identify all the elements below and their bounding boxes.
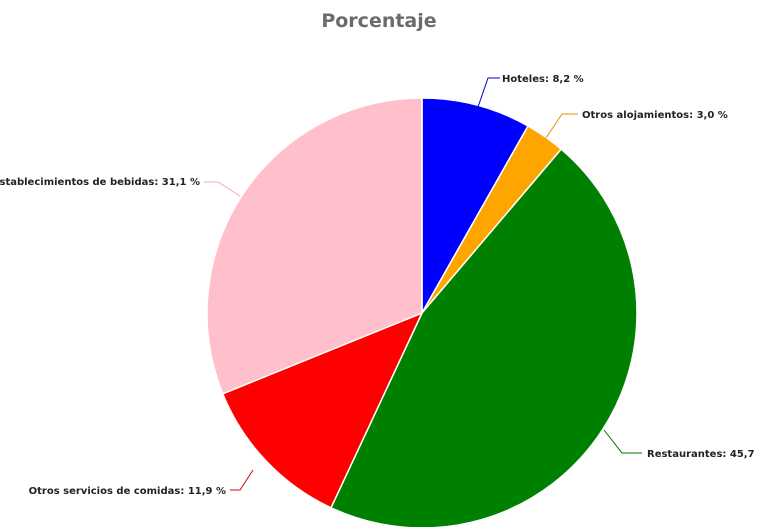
slice-label-2: Otros alojamientos: 3,0 %	[582, 110, 728, 121]
leader-line-3	[603, 429, 642, 454]
leader-lines	[204, 77, 642, 491]
leader-line-2	[545, 113, 578, 139]
pie-slices	[206, 97, 638, 527]
pie-slice-3	[329, 148, 638, 527]
slice-label-4: Otros servicios de comidas: 11,9 %	[29, 486, 226, 497]
pie-slice-5	[206, 97, 423, 395]
chart-title: Porcentaje	[321, 10, 437, 32]
pie-slice-1	[421, 97, 530, 316]
leader-line-1	[477, 77, 500, 108]
pie-slice-4	[221, 311, 424, 509]
slice-labels: Hoteles: 8,2 % Otros alojamientos: 3,0 % R…	[0, 74, 758, 497]
leader-line-4	[230, 469, 254, 491]
leader-line-5	[204, 181, 241, 197]
slice-label-5: Establecimientos de bebidas: 31,1 %	[0, 177, 200, 188]
slice-label-3: Restaurantes: 45,7 %	[647, 449, 758, 460]
slice-label-1: Hoteles: 8,2 %	[502, 74, 584, 85]
